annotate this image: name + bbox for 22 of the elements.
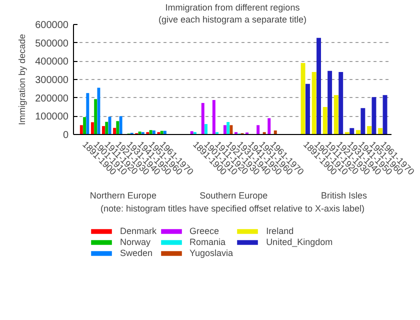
text: British Isles (321, 190, 368, 200)
text: Southern Europe (200, 190, 268, 200)
legend-label: Sweden (120, 248, 153, 258)
y-tick-label: 500000 (35, 38, 69, 50)
y-tick-label: 400000 (35, 56, 69, 68)
legend-label: Ireland (266, 226, 294, 236)
y-tick-label: 200000 (35, 93, 69, 104)
y-tick-label: 100000 (35, 112, 69, 123)
legend-label: Romania (190, 237, 226, 247)
y-tick-label: 0 (62, 130, 69, 141)
chart-title: Immigration from different regions (165, 2, 300, 12)
legend-label: Norway (120, 237, 151, 247)
chart-subtitle: (give each histogram a separate title) (158, 14, 307, 24)
legend-label: Yugoslavia (190, 248, 234, 258)
legend-label: Denmark (120, 226, 157, 236)
legend-label: Greece (190, 226, 220, 236)
text: Northern Europe (90, 190, 156, 200)
text: (note: histogram titles have specified offset relative to X-axis label) (100, 204, 364, 214)
y-tick-label: 600000 (35, 20, 69, 31)
legend-label: United_Kingdom (266, 237, 333, 247)
y-tick-label: 300000 (35, 75, 69, 86)
y-axis-title: Immigration by decade (17, 34, 28, 126)
